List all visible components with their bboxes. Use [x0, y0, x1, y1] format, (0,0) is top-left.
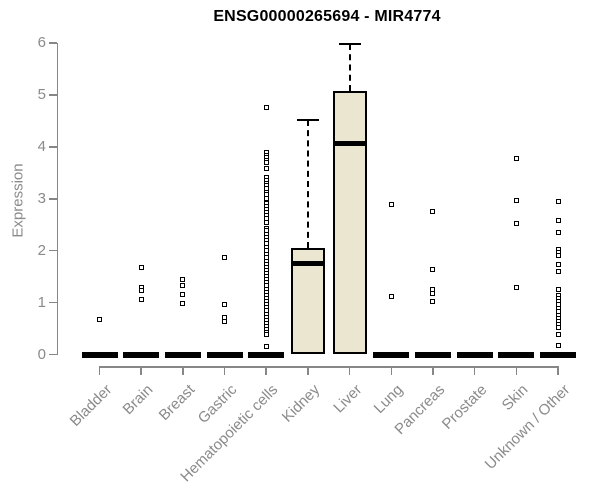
y-tick-label: 4: [37, 137, 46, 155]
outlier-point: [513, 198, 519, 204]
outlier-point: [555, 229, 561, 235]
y-tick: [48, 301, 57, 304]
outlier-point: [138, 287, 144, 293]
outlier-point: [180, 291, 186, 297]
outlier-point: [180, 300, 186, 306]
outlier-point: [555, 268, 561, 274]
outlier-point: [555, 199, 561, 205]
outlier-point: [430, 299, 436, 305]
outlier-point: [430, 208, 436, 214]
zero-bar: [373, 352, 410, 358]
zero-bar: [81, 352, 118, 358]
zero-bar: [248, 352, 285, 358]
outlier-point: [222, 301, 228, 307]
y-tick: [48, 146, 57, 148]
outlier-point: [555, 217, 561, 223]
outlier-point: [180, 277, 186, 283]
chart-title: ENSG00000265694 - MIR4774: [213, 8, 441, 25]
box: [332, 90, 367, 355]
outlier-point: [263, 105, 269, 111]
whisker-cap: [338, 42, 361, 46]
x-tick-label: Gastric: [194, 381, 240, 427]
y-tick-label: 5: [37, 85, 46, 103]
outlier-point: [555, 331, 561, 337]
x-tick: [182, 366, 184, 375]
outlier-point: [388, 201, 394, 207]
zero-bar: [164, 352, 201, 358]
outlier-point: [555, 253, 561, 259]
outlier-point: [97, 316, 102, 322]
median-line: [332, 141, 367, 147]
outlier-point: [555, 286, 561, 292]
zero-bar: [123, 352, 160, 358]
y-tick-label: 1: [37, 293, 46, 311]
outlier-point: [555, 261, 561, 267]
y-tick: [48, 353, 57, 356]
whisker-cap: [296, 118, 319, 122]
zero-bar: [456, 352, 493, 358]
outlier-point: [263, 219, 269, 225]
outlier-point: [138, 265, 144, 271]
zero-bar: [414, 352, 451, 358]
x-tick: [140, 366, 142, 375]
outlier-point: [430, 286, 436, 292]
x-tick: [348, 366, 351, 375]
outlier-point: [138, 297, 144, 303]
outlier-point: [430, 291, 436, 297]
x-tick: [473, 366, 476, 375]
outlier-point: [263, 166, 269, 172]
x-tick: [390, 366, 393, 375]
zero-bar: [498, 352, 535, 358]
whisker-line: [306, 119, 309, 249]
box: [290, 248, 325, 355]
whisker-line: [348, 44, 351, 91]
y-tick-label: 2: [37, 241, 46, 259]
median-line: [290, 260, 325, 266]
x-tick: [515, 366, 518, 375]
outlier-point: [555, 343, 561, 349]
outlier-point: [263, 344, 269, 350]
outlier-point: [513, 156, 519, 162]
zero-bar: [206, 352, 243, 358]
outlier-point: [263, 196, 269, 202]
x-tick: [557, 366, 559, 375]
outlier-point: [263, 159, 269, 165]
x-tick: [307, 366, 309, 375]
outlier-point: [263, 332, 269, 338]
outlier-point: [222, 319, 228, 325]
outlier-point: [513, 220, 519, 226]
outlier-point: [388, 294, 394, 300]
y-tick: [48, 198, 57, 200]
x-tick: [223, 366, 226, 375]
x-axis-line: [99, 366, 558, 368]
y-tick-label: 6: [37, 34, 46, 51]
x-tick: [98, 366, 101, 375]
y-axis-line: [56, 43, 58, 355]
outlier-point: [555, 325, 561, 330]
y-tick-label: 3: [37, 189, 46, 207]
outlier-point: [263, 247, 269, 253]
zero-bar: [540, 352, 576, 358]
y-tick: [48, 94, 57, 96]
y-tick: [48, 249, 57, 252]
x-tick: [432, 366, 434, 375]
outlier-point: [222, 254, 228, 260]
outlier-point: [180, 283, 186, 289]
x-tick: [265, 366, 267, 375]
y-tick: [48, 42, 57, 44]
y-tick-label: 0: [37, 345, 46, 363]
outlier-point: [430, 267, 436, 273]
outlier-point: [513, 285, 519, 291]
